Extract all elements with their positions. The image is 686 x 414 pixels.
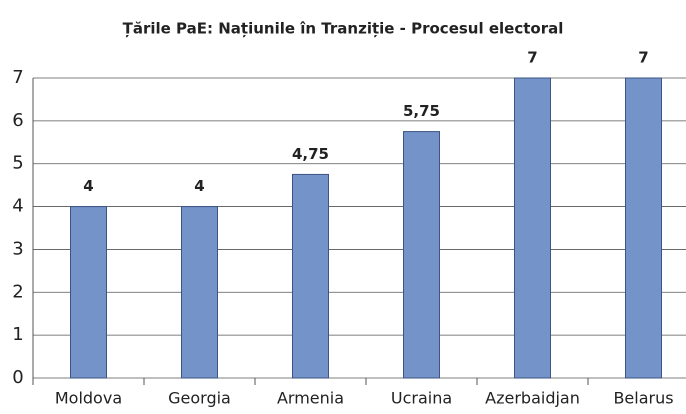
bar bbox=[292, 173, 329, 379]
value-label: 4 bbox=[194, 177, 204, 195]
bar bbox=[70, 206, 107, 379]
y-tick-label: 2 bbox=[12, 281, 23, 302]
bar bbox=[403, 131, 440, 379]
chart-title: Țările PaE: Națiunile în Tranziție - Pro… bbox=[123, 20, 564, 38]
y-tick-label: 3 bbox=[12, 238, 23, 259]
x-tick-label: Ucraina bbox=[391, 389, 452, 408]
y-tick-label: 1 bbox=[12, 324, 23, 345]
x-tick-label: Georgia bbox=[168, 389, 231, 408]
bar bbox=[625, 77, 662, 379]
y-tick-label: 4 bbox=[12, 196, 23, 217]
bar bbox=[181, 206, 218, 379]
y-tick-label: 0 bbox=[12, 367, 23, 388]
y-tick-label: 5 bbox=[12, 153, 23, 174]
bar bbox=[514, 77, 551, 379]
x-tick-label: Moldova bbox=[55, 389, 122, 408]
y-tick-label: 7 bbox=[12, 67, 23, 88]
value-label: 4,75 bbox=[292, 145, 329, 163]
value-label: 4 bbox=[83, 177, 93, 195]
value-label: 5,75 bbox=[403, 102, 440, 120]
y-tick-label: 6 bbox=[12, 110, 23, 131]
value-label: 7 bbox=[527, 49, 537, 67]
value-label: 7 bbox=[638, 49, 648, 67]
x-tick-label: Armenia bbox=[277, 389, 344, 408]
x-tick-label: Belarus bbox=[613, 389, 673, 408]
x-tick-label: Azerbaidjan bbox=[485, 389, 580, 408]
